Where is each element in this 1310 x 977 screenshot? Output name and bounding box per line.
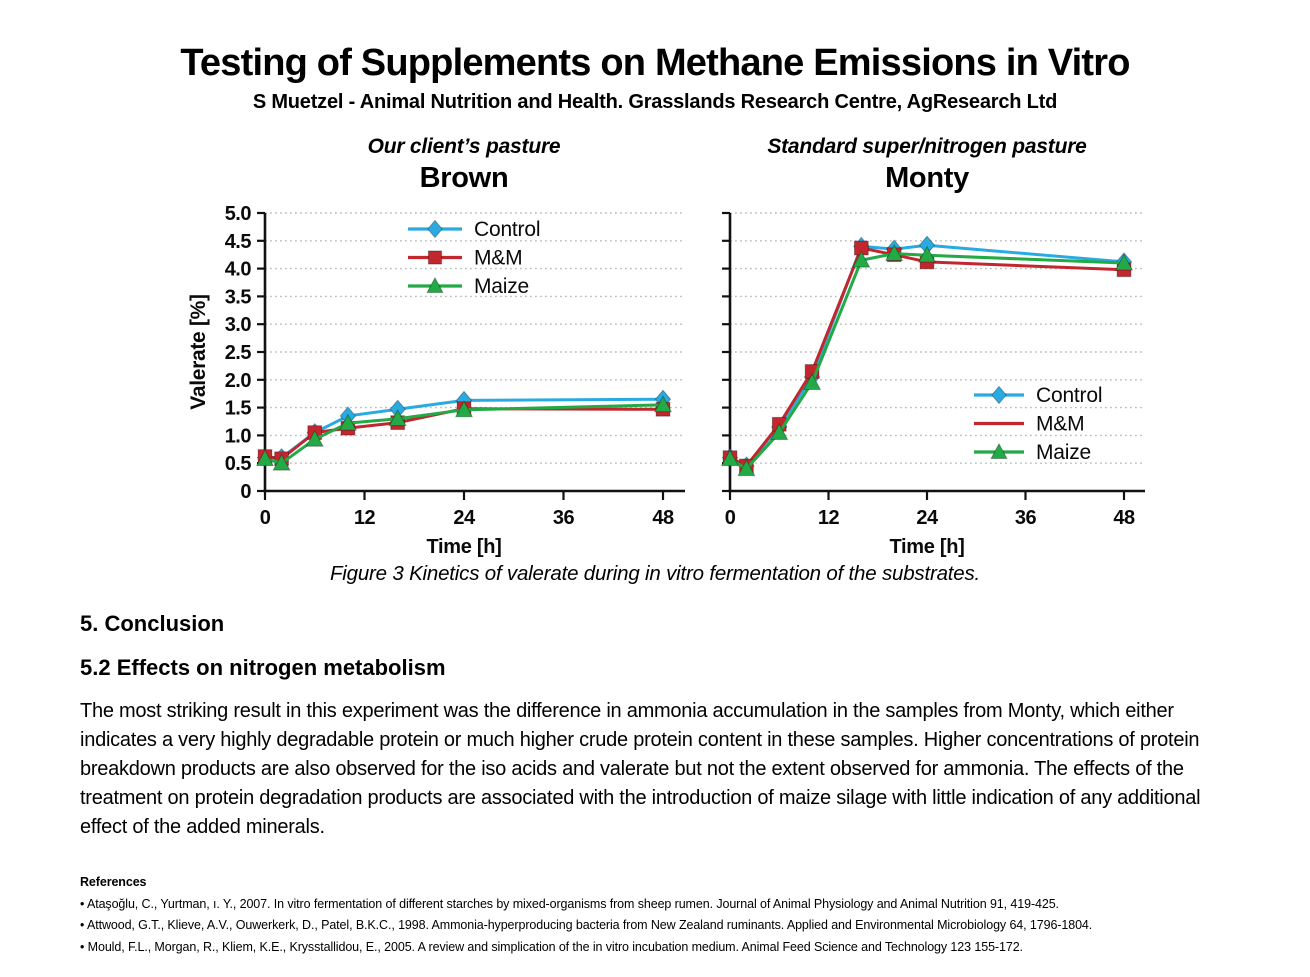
pasture-label-right: Standard super/nitrogen pasture <box>767 135 1087 158</box>
x-tick-label: 0 <box>725 507 736 529</box>
marker-triangle-maize <box>388 409 407 427</box>
y-tick-label: 2.0 <box>225 370 252 392</box>
x-tick-label: 0 <box>260 507 271 529</box>
conclusion-body: The most striking result in this experim… <box>80 700 1201 838</box>
legend-label-m&m: M&M <box>474 247 522 270</box>
y-tick-label: 1.0 <box>225 425 252 447</box>
marker-triangle-maize <box>917 245 937 263</box>
marker-triangle-maize <box>852 250 871 268</box>
x-tick-label: 36 <box>553 507 575 529</box>
x-tick-label: 48 <box>652 507 674 529</box>
y-tick-label: 3.5 <box>225 286 252 308</box>
y-tick-label: 3.0 <box>225 314 252 336</box>
marker-triangle-maize <box>885 243 904 261</box>
x-tick-label: 24 <box>453 507 476 529</box>
y-tick-label: 4.5 <box>225 231 252 253</box>
chart-title-monty: Monty <box>885 162 969 194</box>
conclusion-heading: 5. Conclusion <box>80 611 225 636</box>
legend-marker-maize <box>426 276 444 294</box>
figure-caption: Figure 3 Kinetics of valerate during in … <box>329 562 981 585</box>
x-tick-label: 12 <box>818 507 840 529</box>
marker-triangle-maize <box>454 400 474 418</box>
legend-label-m&m: M&M <box>1036 413 1084 436</box>
marker-triangle-maize <box>737 459 756 477</box>
legend-marker-m&m <box>427 250 443 265</box>
chart-header-brown: Our client’s pasture Brown <box>214 135 714 195</box>
x-tick-label: 24 <box>916 507 939 529</box>
legend-marker-control <box>427 219 443 239</box>
x-axis-title: Time [h] <box>426 536 501 558</box>
y-tick-label: 4.0 <box>225 259 252 281</box>
series-line-maize <box>729 252 1125 471</box>
marker-triangle-maize <box>1114 253 1134 271</box>
conclusion-subheading: 5.2 Effects on nitrogen metabolism <box>80 655 446 680</box>
legend-marker-control <box>991 385 1007 405</box>
x-tick-label: 48 <box>1113 507 1135 529</box>
x-axis-title: Time [h] <box>889 536 964 558</box>
marker-triangle-maize <box>653 395 673 413</box>
marker-triangle-maize <box>720 449 740 467</box>
y-tick-label: 0.5 <box>225 453 252 475</box>
marker-triangle-maize <box>338 413 358 431</box>
marker-triangle-maize <box>305 429 324 447</box>
y-tick-label: 1.5 <box>225 398 252 420</box>
references-heading: References <box>80 875 147 889</box>
marker-triangle-maize <box>255 449 275 467</box>
page-subtitle: S Muetzel - Animal Nutrition and Health.… <box>252 91 1058 113</box>
page-title: Testing of Supplements on Methane Emissi… <box>180 42 1130 84</box>
legend-label-control: Control <box>1036 384 1102 407</box>
y-tick-label: 5.0 <box>225 203 252 225</box>
marker-triangle-maize <box>770 422 789 441</box>
legend-marker-maize <box>990 442 1008 460</box>
pasture-label-left: Our client’s pasture <box>367 135 561 158</box>
marker-triangle-maize <box>802 372 822 390</box>
legend-label-maize: Maize <box>1036 441 1091 464</box>
chart-title-brown: Brown <box>419 162 509 194</box>
reference-item: • Ataşoğlu, C., Yurtman, ı. Y., 2007. In… <box>80 896 1059 911</box>
marker-triangle-maize <box>272 453 291 471</box>
chart-header-monty: Standard super/nitrogen pasture Monty <box>677 135 1177 195</box>
references-block: References • Ataşoğlu, C., Yurtman, ı. Y… <box>80 872 1245 958</box>
reference-item: • Attwood, G.T., Klieve, A.V., Ouwerkerk… <box>80 918 1093 932</box>
x-tick-label: 36 <box>1015 507 1037 529</box>
y-tick-label: 0 <box>240 481 251 503</box>
y-tick-label: 2.5 <box>225 342 252 364</box>
x-tick-label: 12 <box>354 507 376 529</box>
y-axis-title: Valerate [%] <box>187 294 210 409</box>
reference-item: • Mould, F.L., Morgan, R., Kliem, K.E., … <box>80 939 1023 954</box>
legend-label-maize: Maize <box>474 275 529 298</box>
legend-label-control: Control <box>474 218 540 241</box>
